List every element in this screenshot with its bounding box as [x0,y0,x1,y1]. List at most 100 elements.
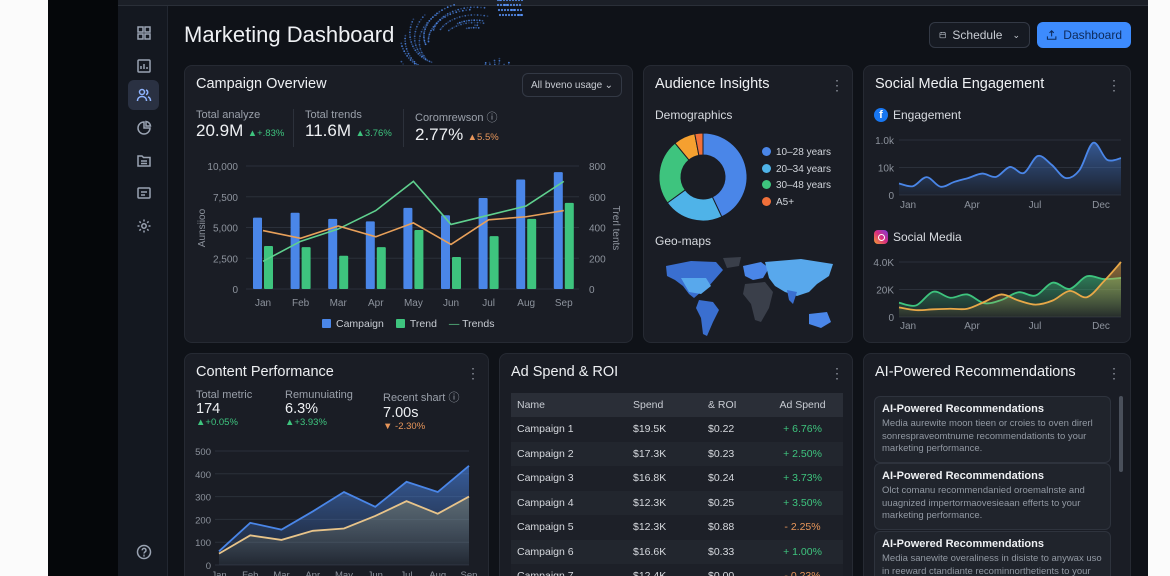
sidebar-item-documents[interactable] [128,178,159,208]
swirl-dot [415,62,418,65]
swirl-dot [443,24,446,26]
schedule-label: Schedule [952,28,1003,42]
more-menu-icon[interactable]: ⋮ [1107,77,1121,93]
swirl-dot [511,0,515,2]
info-icon[interactable]: ⓘ [486,112,498,124]
column-header[interactable]: Spend [627,393,702,417]
swirl-dot [439,19,442,21]
dropdown-value: All bveno usage [531,79,603,91]
sidebar-item-overview[interactable] [128,18,159,48]
more-menu-icon[interactable]: ⋮ [830,365,844,381]
swirl-dot [435,14,437,16]
recommendation-body: Media sanewite overaliness in disiste to… [882,553,1102,576]
swirl-dot [404,42,407,45]
swirl-dot [469,6,472,9]
table-row[interactable]: Campaign 3 $16.8K $0.24 + 3.73% [511,466,843,491]
swirl-dot [505,3,509,7]
y-tick-label: 1.0k [875,136,895,147]
stat-total-trends: Total trends 11.6M ▲3.76% [305,109,392,141]
x-tick-label: Sep [461,570,478,576]
swirl-dot [418,41,421,44]
roi: $0.23 [702,441,762,466]
help-button[interactable] [128,537,159,567]
swirl-dot [428,60,431,63]
swirl-dot [503,8,507,12]
bar-campaign [365,221,375,289]
swirl-dot [480,14,482,17]
swirl-dot [407,57,410,59]
sidebar-item-files[interactable] [128,146,159,176]
swirl-dot [449,28,452,31]
card-title: Social Media Engagement [875,76,1045,92]
table-row[interactable]: Campaign 4 $12.3K $0.25 + 3.50% [511,490,843,515]
y2-tick-label: 600 [589,193,606,204]
more-menu-icon[interactable]: ⋮ [1107,365,1121,381]
swirl-dot [458,10,461,13]
y2-tick-label: 200 [589,254,606,265]
swirl-dot [433,27,436,30]
swirl-dot [423,38,425,40]
roi: $0.33 [702,539,762,564]
sidebar-item-audience[interactable] [128,80,159,110]
column-header[interactable]: & ROI [702,393,762,417]
table-row[interactable]: Campaign 7$12.4K$0.00- 0.23% [511,564,843,576]
swirl-dot [418,45,421,48]
more-menu-icon[interactable]: ⋮ [466,365,480,381]
spend: $12.3K [627,490,702,515]
swirl-dot [520,0,524,2]
swirl-dot [506,8,510,12]
roi: $0.88 [702,515,762,540]
sidebar-item-settings[interactable] [128,211,159,241]
more-menu-icon[interactable]: ⋮ [830,77,844,93]
swirl-dot [498,13,502,17]
usage-dropdown[interactable]: All bveno usage ⌄ [522,73,622,97]
table-row[interactable]: Campaign 6 $16.6K $0.33 + 1.00% [511,539,843,564]
y-tick-label: 5,000 [213,224,238,235]
swirl-dot [476,6,479,9]
swirl-dot [505,0,509,2]
x-tick-label: Dec [1092,200,1110,211]
swirl-dot [441,17,444,20]
swirl-dot [420,18,422,21]
help-icon[interactable]: ⓘ [448,392,460,404]
bar-campaign [328,218,338,289]
facebook-engagement-header: f Engagement [874,108,961,122]
sidebar-item-analytics[interactable] [128,51,159,81]
x-tick-label: Mar [273,570,289,576]
swirl-dot [446,13,449,15]
swirl-dot [424,24,427,27]
swirl-dot [463,20,466,23]
swirl-dot [422,26,425,29]
swirl-dot [436,12,438,15]
schedule-dropdown[interactable]: Schedule ⌄ [929,22,1030,48]
column-header[interactable]: Name [511,393,627,417]
recommendation-card[interactable]: AI-Powered Recommendations Olct comanu re… [874,463,1111,530]
swirl-dot [496,3,500,7]
swirl-dot [462,22,465,25]
x-tick-label: Jan [900,200,916,211]
engagement-chart: 0 10k 1.0k Jan Apr Jul Dec [875,136,1122,211]
swirl-dot [424,43,427,46]
recommendation-card[interactable]: AI-Powered Recommendations Media sanewite… [874,531,1111,576]
y2-axis-title: Trerl tents [610,206,621,251]
y-tick-label: 400 [195,470,211,481]
bar-trend [376,247,386,289]
gear-icon [137,219,150,233]
sidebar-item-reports[interactable] [128,113,159,143]
swirl-dot [405,48,408,50]
campaign-name: Campaign 6 [511,539,627,564]
column-header[interactable]: Ad Spend [762,393,843,417]
x-tick-label: Jul [400,570,412,576]
table-row[interactable]: Campaign 2 $17.3K $0.23 + 2.50% [511,441,843,466]
table-row[interactable]: Campaign 1 $19.5K $0.22 + 6.76% [511,417,843,442]
table-row[interactable]: Campaign 5 $12.3K $0.88- 2.25% [511,515,843,540]
scrollbar[interactable] [1119,396,1123,472]
swirl-dot [465,9,468,12]
swirl-dot [411,61,414,63]
dashboard-button[interactable]: Dashboard [1037,22,1131,48]
swirl-dot [474,24,476,27]
recommendation-card[interactable]: AI-Powered Recommendations Media aurewite… [874,396,1111,463]
swirl-dot [449,5,452,7]
swirl-dot [423,34,425,36]
swirl-dot [437,20,440,23]
